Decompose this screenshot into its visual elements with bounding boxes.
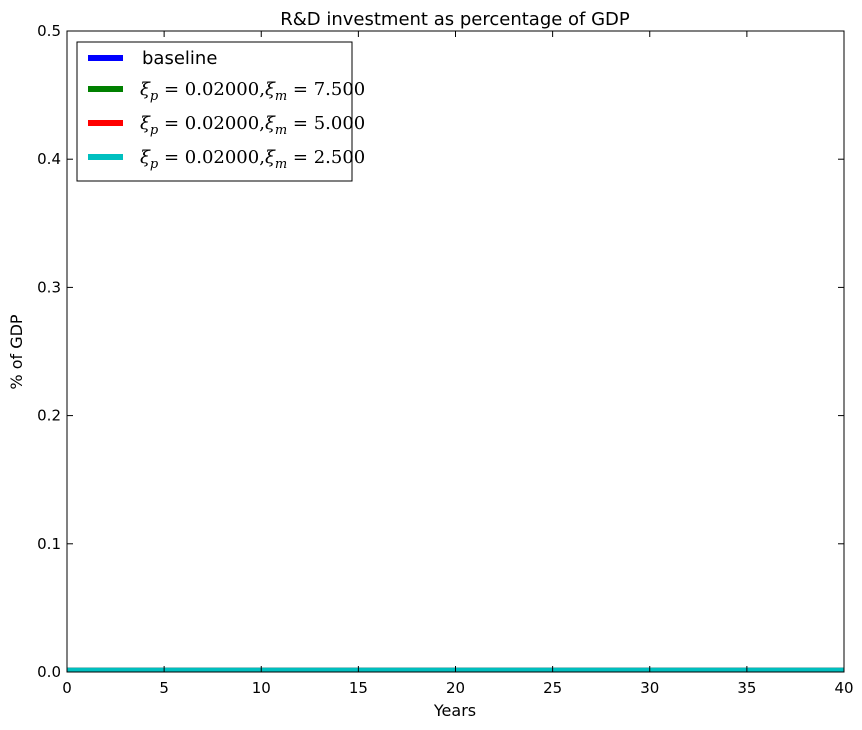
x-tick-label: 20 — [446, 679, 465, 697]
legend: baseline ξp = 0.02000,ξm = 7.500 ξp = 0.02… — [76, 41, 365, 182]
legend-label-2: ξp = 0.02000,ξm = 5.000 — [140, 113, 365, 138]
legend-label-0: baseline — [142, 48, 217, 69]
x-tick-label: 5 — [159, 679, 169, 697]
x-tick-label: 30 — [640, 679, 659, 697]
y-tick-label: 0.2 — [37, 407, 61, 425]
legend-label-1: ξp = 0.02000,ξm = 7.500 — [140, 79, 365, 104]
y-tick-label: 0.1 — [37, 535, 61, 553]
y-tick-label: 0.5 — [37, 22, 61, 40]
axis-ticks: 0 5 10 15 20 25 30 35 40 0.0 0.1 0.2 0.3 0.4 0.5 — [37, 22, 853, 697]
y-tick-label: 0.3 — [37, 278, 61, 296]
x-axis-label: Years — [433, 701, 476, 720]
x-tick-label: 35 — [737, 679, 756, 697]
y-tick-label: 0.4 — [37, 150, 61, 168]
x-tick-label: 25 — [543, 679, 562, 697]
y-axis-label: % of GDP — [7, 314, 26, 390]
x-tick-label: 40 — [834, 679, 853, 697]
x-tick-label: 0 — [62, 679, 72, 697]
x-tick-label: 15 — [349, 679, 368, 697]
x-tick-label: 10 — [252, 679, 271, 697]
chart-title: R&D investment as percentage of GDP — [280, 9, 630, 30]
y-tick-label: 0.0 — [37, 663, 61, 681]
legend-label-3: ξp = 0.02000,ξm = 2.500 — [140, 147, 365, 172]
